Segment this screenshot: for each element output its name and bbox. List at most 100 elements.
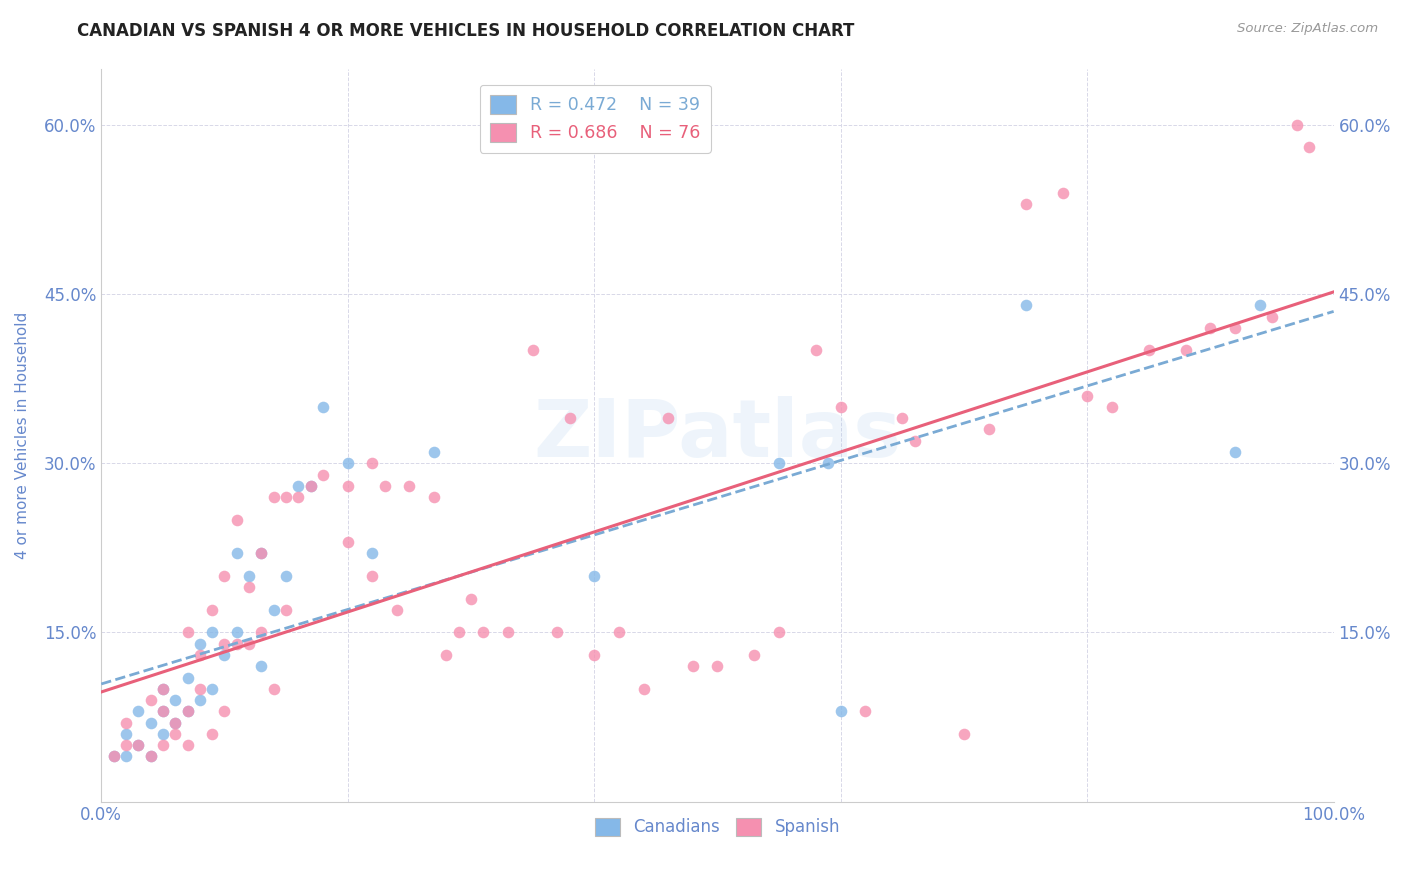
Point bbox=[423, 445, 446, 459]
Point bbox=[115, 715, 138, 730]
Point bbox=[830, 704, 852, 718]
Point bbox=[127, 738, 149, 752]
Point bbox=[263, 603, 285, 617]
Point bbox=[522, 343, 544, 358]
Point bbox=[176, 704, 198, 718]
Point bbox=[287, 479, 309, 493]
Point bbox=[225, 513, 247, 527]
Point bbox=[1101, 400, 1123, 414]
Point bbox=[1249, 298, 1271, 312]
Point bbox=[657, 411, 679, 425]
Point bbox=[1298, 140, 1320, 154]
Point bbox=[1199, 321, 1222, 335]
Point bbox=[546, 625, 568, 640]
Point bbox=[152, 704, 174, 718]
Point bbox=[139, 749, 162, 764]
Point bbox=[361, 456, 384, 470]
Point bbox=[1014, 298, 1036, 312]
Point bbox=[250, 546, 273, 560]
Point bbox=[201, 603, 224, 617]
Point bbox=[165, 715, 187, 730]
Point bbox=[891, 411, 914, 425]
Point bbox=[853, 704, 876, 718]
Point bbox=[225, 637, 247, 651]
Point bbox=[201, 727, 224, 741]
Point bbox=[817, 456, 839, 470]
Point bbox=[201, 681, 224, 696]
Point bbox=[361, 546, 384, 560]
Point bbox=[176, 625, 198, 640]
Point bbox=[152, 738, 174, 752]
Point bbox=[152, 681, 174, 696]
Point bbox=[274, 603, 297, 617]
Point bbox=[398, 479, 420, 493]
Point bbox=[904, 434, 927, 448]
Point bbox=[336, 535, 359, 549]
Point bbox=[385, 603, 408, 617]
Point bbox=[103, 749, 125, 764]
Point bbox=[238, 569, 260, 583]
Y-axis label: 4 or more Vehicles in Household: 4 or more Vehicles in Household bbox=[15, 311, 30, 558]
Point bbox=[434, 648, 457, 662]
Point bbox=[299, 479, 322, 493]
Point bbox=[188, 693, 211, 707]
Point bbox=[374, 479, 396, 493]
Point bbox=[1223, 445, 1246, 459]
Point bbox=[1076, 388, 1098, 402]
Point bbox=[127, 704, 149, 718]
Point bbox=[768, 625, 790, 640]
Point bbox=[460, 591, 482, 606]
Text: CANADIAN VS SPANISH 4 OR MORE VEHICLES IN HOUSEHOLD CORRELATION CHART: CANADIAN VS SPANISH 4 OR MORE VEHICLES I… bbox=[77, 22, 855, 40]
Point bbox=[250, 625, 273, 640]
Point bbox=[336, 456, 359, 470]
Point bbox=[336, 479, 359, 493]
Point bbox=[115, 749, 138, 764]
Point bbox=[1261, 310, 1284, 324]
Point bbox=[176, 704, 198, 718]
Point bbox=[583, 648, 606, 662]
Point bbox=[152, 681, 174, 696]
Point bbox=[287, 490, 309, 504]
Point bbox=[361, 569, 384, 583]
Point bbox=[250, 546, 273, 560]
Text: Source: ZipAtlas.com: Source: ZipAtlas.com bbox=[1237, 22, 1378, 36]
Point bbox=[706, 659, 728, 673]
Point bbox=[804, 343, 827, 358]
Point bbox=[115, 727, 138, 741]
Point bbox=[472, 625, 495, 640]
Point bbox=[225, 546, 247, 560]
Point bbox=[312, 467, 335, 482]
Point bbox=[176, 738, 198, 752]
Point bbox=[115, 738, 138, 752]
Point bbox=[768, 456, 790, 470]
Point bbox=[214, 637, 236, 651]
Point bbox=[447, 625, 470, 640]
Point bbox=[139, 715, 162, 730]
Point bbox=[263, 681, 285, 696]
Point bbox=[165, 715, 187, 730]
Point bbox=[188, 681, 211, 696]
Point bbox=[139, 693, 162, 707]
Point bbox=[1174, 343, 1197, 358]
Point bbox=[165, 693, 187, 707]
Point bbox=[682, 659, 704, 673]
Legend: Canadians, Spanish: Canadians, Spanish bbox=[586, 809, 849, 845]
Point bbox=[214, 648, 236, 662]
Point bbox=[250, 659, 273, 673]
Point bbox=[558, 411, 581, 425]
Point bbox=[496, 625, 519, 640]
Point bbox=[238, 637, 260, 651]
Point bbox=[607, 625, 630, 640]
Point bbox=[103, 749, 125, 764]
Point bbox=[214, 704, 236, 718]
Point bbox=[188, 648, 211, 662]
Point bbox=[225, 625, 247, 640]
Point bbox=[139, 749, 162, 764]
Point bbox=[165, 727, 187, 741]
Point bbox=[583, 569, 606, 583]
Point bbox=[1052, 186, 1074, 200]
Point bbox=[1137, 343, 1160, 358]
Point bbox=[423, 490, 446, 504]
Point bbox=[274, 490, 297, 504]
Point bbox=[312, 400, 335, 414]
